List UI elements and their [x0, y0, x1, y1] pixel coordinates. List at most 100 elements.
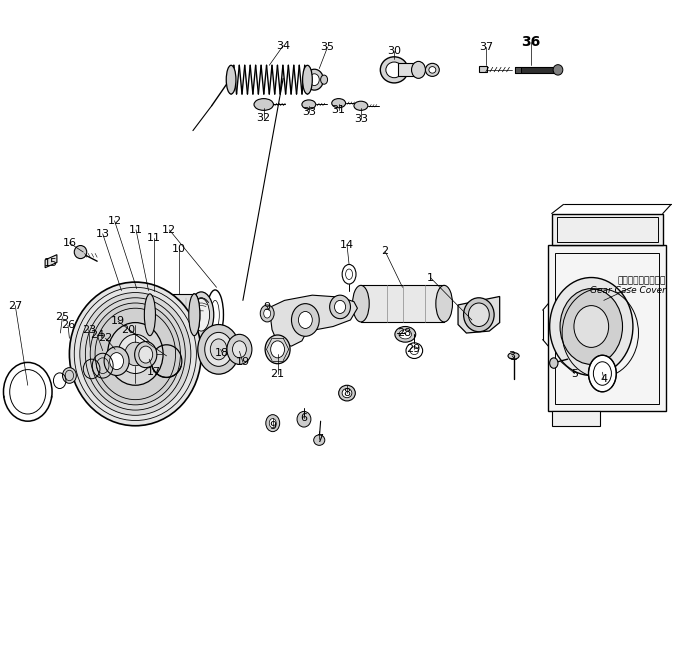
Ellipse shape	[140, 298, 157, 331]
Bar	[398, 63, 418, 76]
Polygon shape	[45, 255, 57, 268]
Text: 24: 24	[90, 330, 104, 340]
Ellipse shape	[305, 69, 323, 90]
Text: 6: 6	[301, 413, 307, 423]
Ellipse shape	[205, 332, 232, 366]
Text: 15: 15	[44, 257, 58, 268]
Ellipse shape	[136, 292, 161, 338]
Text: Gear Case Cover: Gear Case Cover	[591, 286, 666, 295]
Ellipse shape	[436, 285, 452, 322]
Ellipse shape	[108, 290, 139, 340]
Bar	[552, 214, 663, 245]
Bar	[552, 411, 600, 426]
Ellipse shape	[108, 323, 163, 385]
Ellipse shape	[412, 61, 425, 78]
Ellipse shape	[386, 62, 403, 78]
Ellipse shape	[550, 278, 633, 375]
Ellipse shape	[425, 63, 439, 76]
Bar	[555, 253, 659, 404]
Polygon shape	[271, 295, 357, 346]
Text: 3: 3	[509, 351, 516, 361]
Text: 29: 29	[407, 344, 421, 355]
Text: 31: 31	[332, 104, 346, 115]
Ellipse shape	[226, 65, 236, 94]
Ellipse shape	[117, 303, 130, 326]
Ellipse shape	[193, 298, 210, 331]
Ellipse shape	[118, 334, 153, 374]
Ellipse shape	[310, 74, 319, 86]
Text: 18: 18	[215, 347, 229, 358]
Bar	[515, 67, 557, 73]
Text: 16: 16	[62, 238, 76, 248]
Ellipse shape	[62, 368, 76, 383]
Ellipse shape	[330, 295, 350, 319]
Text: 9: 9	[264, 302, 271, 312]
Text: 28: 28	[397, 328, 411, 338]
Ellipse shape	[74, 246, 87, 259]
Text: 22: 22	[99, 333, 112, 343]
Ellipse shape	[104, 347, 129, 375]
Text: 14: 14	[340, 240, 354, 250]
Text: 20: 20	[121, 325, 135, 335]
Ellipse shape	[560, 289, 623, 364]
Text: 19: 19	[236, 357, 250, 368]
Bar	[150, 294, 194, 336]
Text: 7: 7	[316, 434, 323, 444]
Ellipse shape	[339, 385, 355, 401]
Text: 27: 27	[8, 300, 22, 311]
Bar	[557, 217, 658, 242]
Bar	[361, 285, 444, 322]
Bar	[479, 66, 487, 72]
Ellipse shape	[254, 99, 273, 110]
Ellipse shape	[464, 298, 494, 332]
Text: 25: 25	[56, 311, 69, 322]
Ellipse shape	[589, 355, 616, 392]
Ellipse shape	[303, 65, 312, 94]
Ellipse shape	[144, 294, 155, 336]
Ellipse shape	[110, 353, 124, 370]
Polygon shape	[458, 296, 500, 333]
Ellipse shape	[380, 57, 408, 83]
Ellipse shape	[128, 290, 144, 340]
Ellipse shape	[297, 411, 311, 427]
Ellipse shape	[144, 294, 155, 336]
Ellipse shape	[395, 326, 416, 342]
Ellipse shape	[342, 389, 352, 398]
Ellipse shape	[291, 304, 319, 336]
Text: ギヤーケースカバー: ギヤーケースカバー	[618, 276, 666, 285]
Ellipse shape	[298, 311, 312, 328]
Ellipse shape	[354, 101, 368, 110]
Ellipse shape	[198, 325, 239, 374]
Ellipse shape	[553, 65, 563, 75]
Ellipse shape	[468, 303, 489, 326]
Ellipse shape	[260, 305, 274, 322]
Ellipse shape	[429, 67, 436, 73]
Ellipse shape	[139, 346, 153, 363]
Ellipse shape	[210, 339, 227, 360]
Ellipse shape	[125, 342, 146, 366]
Text: 37: 37	[479, 42, 493, 52]
Text: 9: 9	[269, 421, 276, 431]
Ellipse shape	[189, 294, 200, 336]
Ellipse shape	[232, 341, 246, 358]
Text: 36: 36	[521, 35, 541, 50]
Text: 5: 5	[571, 368, 578, 379]
Ellipse shape	[321, 75, 328, 84]
Text: 11: 11	[129, 225, 143, 235]
Ellipse shape	[265, 335, 290, 364]
Text: 26: 26	[61, 320, 75, 330]
Ellipse shape	[207, 290, 223, 340]
Ellipse shape	[508, 353, 519, 359]
Ellipse shape	[269, 419, 276, 428]
Ellipse shape	[121, 310, 126, 319]
Text: 34: 34	[276, 40, 290, 51]
Text: 4: 4	[600, 374, 607, 384]
Ellipse shape	[302, 100, 316, 109]
Ellipse shape	[189, 292, 214, 338]
Text: 35: 35	[321, 42, 335, 52]
Ellipse shape	[335, 300, 346, 313]
Text: 17: 17	[147, 367, 161, 377]
Ellipse shape	[69, 282, 201, 426]
Text: 12: 12	[162, 225, 176, 235]
Ellipse shape	[189, 294, 200, 336]
